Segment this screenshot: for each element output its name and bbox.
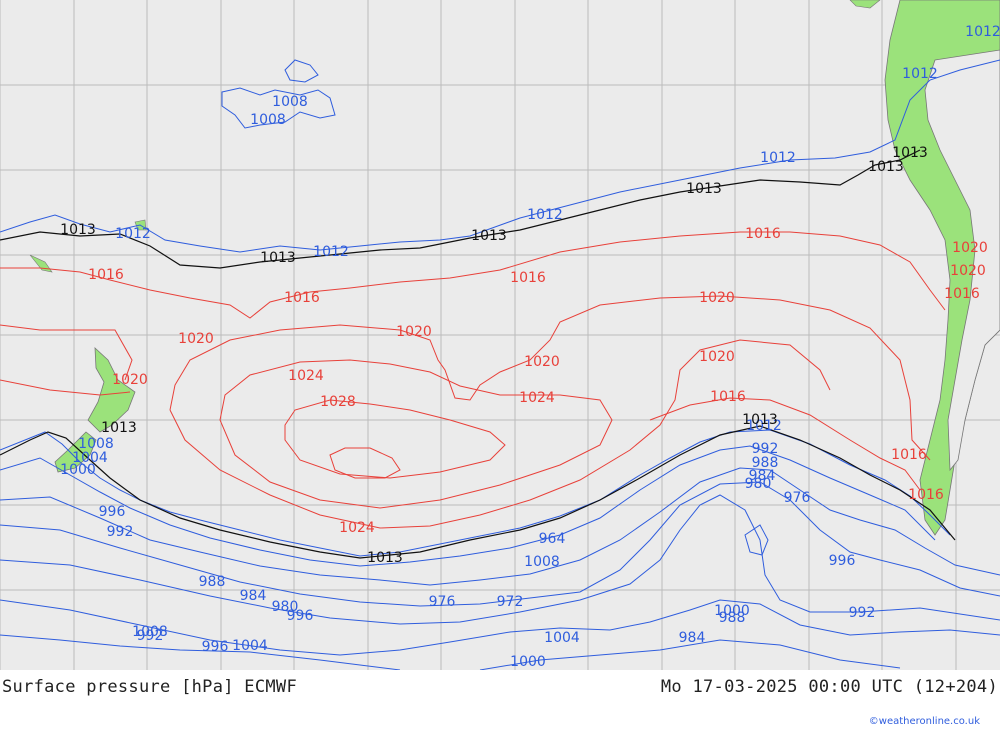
- isobar-label-high: 1020: [952, 240, 988, 256]
- isobar-label-low: 996: [287, 608, 314, 624]
- isobar-label-low: 1012: [115, 226, 151, 242]
- isobar-label-low: 1012: [965, 24, 1000, 40]
- isobar-label-low: 1000: [60, 462, 96, 478]
- isobar-label-low: 1012: [746, 418, 782, 434]
- isobar-label-low: 976: [784, 490, 811, 506]
- credit-link[interactable]: ©weatheronline.co.uk: [868, 716, 980, 727]
- isobar-label-low: 1000: [714, 603, 750, 619]
- isobar-label-high: 1016: [710, 389, 746, 405]
- isobar-label-low: 996: [202, 639, 229, 655]
- isobar-label-high: 1024: [339, 520, 375, 536]
- isobar-label-high: 1028: [320, 394, 356, 410]
- isobar-label-low: 992: [137, 628, 164, 644]
- isobar-label-low: 976: [429, 594, 456, 610]
- isobar-label-low: 988: [719, 610, 746, 626]
- isobar-label-low: 980: [272, 599, 299, 615]
- isobar-mean: [0, 149, 956, 559]
- isobar-label-low: 988: [752, 455, 779, 471]
- isobar-label-high: 1016: [745, 226, 781, 242]
- map-title: Surface pressure [hPa] ECMWF: [2, 677, 297, 697]
- isobar-labels-low: 1008100810121012101210121012100810041000…: [60, 24, 1000, 670]
- isobar-label-high: 1020: [950, 263, 986, 279]
- isobar-label-high: 1016: [510, 270, 546, 286]
- isobar-label-low: 992: [752, 441, 779, 457]
- isobar-label-low: 1004: [72, 450, 108, 466]
- isobar-label-high: 1024: [288, 368, 324, 384]
- isobar-label-high: 1020: [396, 324, 432, 340]
- isobar-label-low: 980: [745, 476, 772, 492]
- isobar-label-low: 1008: [524, 554, 560, 570]
- lat-lon-grid: [0, 0, 1000, 670]
- isobar-label-high: 1016: [284, 290, 320, 306]
- isobar-label-low: 984: [240, 588, 267, 604]
- isobar-label-high: 1020: [699, 349, 735, 365]
- isobar-label-mean: 1013: [742, 412, 778, 428]
- isobar-label-low: 964: [539, 531, 566, 547]
- isobar-label-mean: 1013: [868, 159, 904, 175]
- isobar-label-high: 1016: [908, 487, 944, 503]
- pressure-map: 1008100810121012101210121012100810041000…: [0, 0, 1000, 670]
- isobar-label-mean: 1013: [101, 420, 137, 436]
- isobars-high: [0, 231, 946, 529]
- isobar-label-high: 1020: [112, 372, 148, 388]
- isobar-label-low: 1000: [510, 654, 546, 670]
- isobar-label-low: 996: [99, 504, 126, 520]
- isobar-label-high: 1024: [519, 390, 555, 406]
- isobar-label-low: 1004: [232, 638, 268, 654]
- isobar-label-high: 1020: [524, 354, 560, 370]
- isobar-label-low: 996: [829, 553, 856, 569]
- isobar-label-mean: 1013: [260, 250, 296, 266]
- isobar-label-high: 1016: [891, 447, 927, 463]
- isobars-low: [0, 59, 1000, 670]
- isobar-label-low: 984: [679, 630, 706, 646]
- land-south-america-inland: [924, 49, 1000, 472]
- isobar-label-mean: 1013: [686, 181, 722, 197]
- isobar-label-low: 1012: [313, 244, 349, 260]
- isobar-label-low: 972: [497, 594, 524, 610]
- isobar-label-high: 1020: [699, 290, 735, 306]
- isobar-label-low: 1008: [250, 112, 286, 128]
- isobar-label-high: 1016: [944, 286, 980, 302]
- isobar-label-low: 1008: [78, 436, 114, 452]
- isobar-label-low: 1008: [272, 94, 308, 110]
- isobar-label-low: 1004: [544, 630, 580, 646]
- isobar-label-high: 1016: [88, 267, 124, 283]
- isobar-label-low: 992: [849, 605, 876, 621]
- forecast-datetime: Mo 17-03-2025 00:00 UTC (12+204): [660, 677, 998, 697]
- isobar-label-low: 1012: [527, 207, 563, 223]
- isobar-label-low: 1012: [902, 66, 938, 82]
- isobar-label-low: 1012: [760, 150, 796, 166]
- isobar-labels-high: 1016 1016 1016 1016 1020 1020 1020 1020 1020 1024…: [88, 226, 988, 536]
- isobar-label-mean: 1013: [471, 228, 507, 244]
- isobar-label-mean: 1013: [60, 222, 96, 238]
- isobar-label-low: 992: [107, 524, 134, 540]
- isobar-label-low: 984: [749, 468, 776, 484]
- land-new-zealand: [54, 347, 136, 473]
- isobar-label-low: 1008: [132, 624, 168, 640]
- isobar-label-mean: 1013: [892, 145, 928, 161]
- isobar-label-high: 1020: [178, 331, 214, 347]
- isobar-label-low: 988: [199, 574, 226, 590]
- isobar-label-mean: 1013: [367, 550, 403, 566]
